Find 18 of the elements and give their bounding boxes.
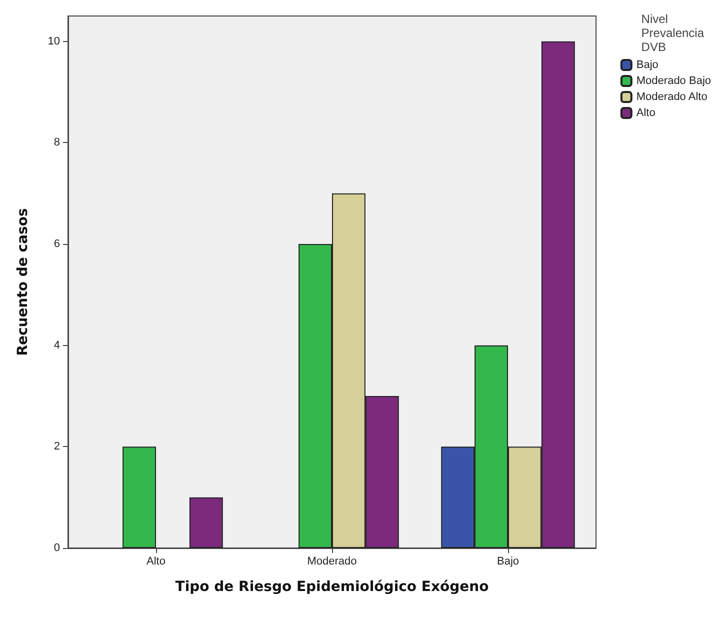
legend-title: Nivel Prevalencia DVB — [641, 12, 704, 54]
legend-label: Alto — [636, 107, 656, 119]
y-tick-label: 4 — [54, 339, 60, 352]
y-tick-label: 2 — [54, 440, 60, 453]
legend-label: Moderado Bajo — [636, 75, 712, 87]
x-tick-label: Alto — [146, 556, 166, 568]
x-tick-label: Bajo — [496, 556, 520, 568]
x-tick-label: Moderado — [307, 556, 357, 568]
legend-label: Bajo — [636, 59, 658, 71]
x-axis-title: Tipo de Riesgo Epidemiológico Exógeno — [175, 579, 490, 595]
bar — [122, 446, 156, 548]
legend-label: Moderado Alto — [636, 91, 708, 103]
y-tick-label: 8 — [54, 136, 60, 149]
y-tick-label: 0 — [54, 542, 60, 554]
bar — [189, 497, 223, 548]
y-tick-label: 10 — [48, 35, 60, 48]
y-axis-title: Recuento de casos — [15, 208, 31, 356]
y-tick-label: 6 — [54, 238, 60, 250]
